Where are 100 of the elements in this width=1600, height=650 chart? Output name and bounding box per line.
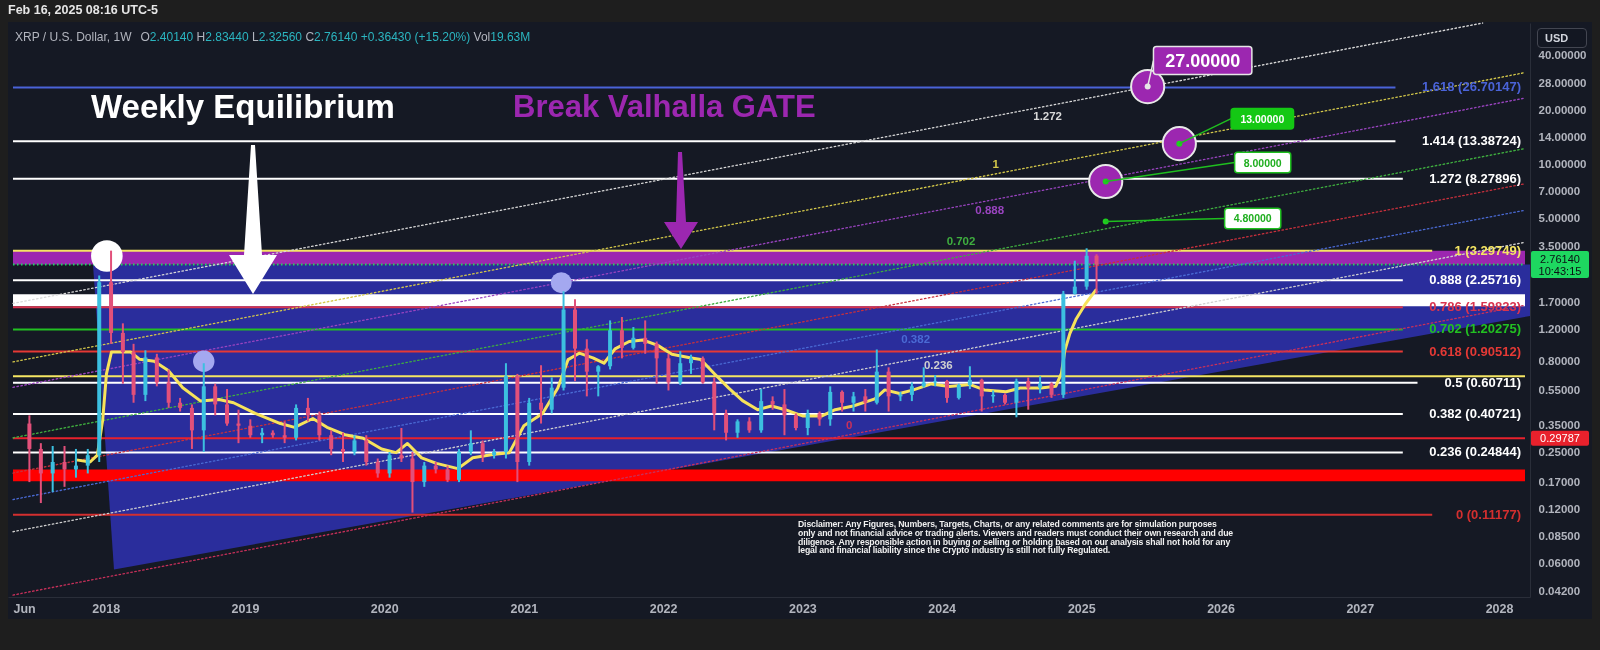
candlestick — [840, 389, 845, 413]
candlestick — [688, 353, 693, 375]
point — [1088, 163, 1124, 200]
point — [1161, 126, 1197, 162]
y-axis-title: USD — [1537, 28, 1587, 48]
y-tick-label: 1.70000 — [1538, 295, 1581, 308]
candlestick — [643, 319, 648, 355]
candlestick — [863, 388, 868, 413]
candlestick — [50, 445, 55, 493]
series-label: 0.888 — [975, 204, 1005, 217]
candlestick — [1026, 376, 1031, 411]
candlestick — [62, 445, 67, 488]
x-tick-label: 2019 — [231, 601, 260, 616]
y-tick-label: 7.00000 — [1538, 185, 1581, 198]
y-tick-label: 0.25000 — [1538, 445, 1581, 458]
y-tick-label: 0.06000 — [1538, 556, 1581, 569]
candlestick — [596, 364, 601, 398]
annotation: Break Valhalla GATE — [513, 89, 816, 125]
candlestick — [85, 447, 90, 475]
y-tick-label: 0.08500 — [1538, 529, 1581, 542]
series-label: 0.702 — [946, 235, 976, 248]
ref-line-label: 2.76140 10:43:15 — [1538, 252, 1582, 277]
series-label: 0.236 — [923, 358, 953, 371]
candlestick — [410, 451, 415, 514]
candlestick — [805, 408, 810, 437]
candlestick — [422, 460, 427, 488]
candlestick — [375, 457, 380, 479]
candlestick — [851, 390, 856, 413]
text: O2.40140 H2.83440 L2.32560 C2.76140 +0.36430 (+15.20%) Vol19.63M — [140, 30, 531, 44]
candlestick — [364, 434, 369, 467]
candlestick — [1072, 259, 1077, 296]
candlestick — [1014, 377, 1019, 419]
y-tick-label: 5.00000 — [1538, 211, 1581, 224]
y-tick-label: 14.00000 — [1538, 131, 1587, 144]
ref-line-label: 0.5 (0.60711) — [1444, 374, 1521, 390]
candlestick — [341, 431, 346, 463]
ref-line-label: 1.414 (13.38724) — [1421, 133, 1521, 149]
candlestick — [944, 378, 949, 404]
candlestick — [399, 427, 404, 463]
candlestick — [654, 340, 659, 385]
x-tick-label: 2027 — [1346, 601, 1375, 616]
candlestick — [782, 388, 787, 437]
ref-line-label: 0.29787 — [1540, 432, 1580, 445]
candlestick — [213, 382, 218, 417]
candlestick — [468, 429, 473, 457]
candlestick — [584, 338, 589, 398]
candlestick — [735, 418, 740, 439]
candlestick — [539, 364, 544, 425]
series-label: 0.382 — [901, 332, 931, 345]
annotation: Weekly Equilibrium — [91, 88, 395, 126]
candlestick — [166, 368, 171, 409]
x-tick-label: 2023 — [788, 601, 817, 616]
candlestick — [678, 350, 683, 386]
ref-line-label: 0.236 (0.24844) — [1429, 444, 1521, 460]
candlestick — [120, 322, 125, 385]
text: Feb 16, 2025 08:16 UTC-5 — [8, 3, 159, 18]
candlestick — [317, 410, 322, 442]
candlestick — [225, 388, 230, 427]
x-tick-label: 2022 — [649, 601, 678, 616]
x-tick-label: 2018 — [92, 601, 121, 616]
candlestick — [631, 326, 636, 351]
y-tick-label: 1.20000 — [1538, 323, 1581, 336]
annotation: 8.00000 — [1243, 156, 1282, 169]
annotation: Disclaimer: Any Figures, Numbers, Targets, Charts, or any related comments are for simulation purposes only and not financial advice or trading alerts. Viewers and readers must conduct their own research and due diligence. Any responsible action in buying or selling or holding based on our analysis shall not hold for any legal and financial liability since the Crypto industry is still not fully Regulated. — [798, 519, 1235, 556]
candlestick — [329, 429, 334, 457]
ref-line-label: 1.272 (8.27896) — [1429, 170, 1521, 186]
x-tick-label: 2026 — [1207, 601, 1235, 616]
y-tick-label: 10.00000 — [1538, 157, 1587, 170]
candlestick — [619, 316, 624, 360]
candlestick — [909, 381, 914, 403]
ref-line-label: 0.382 (0.40721) — [1429, 405, 1521, 421]
candlestick — [921, 366, 926, 389]
annotation: 4.80000 — [1233, 212, 1272, 225]
annotation: 27.00000 — [1165, 50, 1241, 71]
series-label: 1.272 — [1033, 109, 1063, 122]
ref-line-label: 0.888 (2.25716) — [1429, 272, 1521, 288]
y-tick-label: 3.50000 — [1538, 239, 1581, 252]
annotation: 13.00000 — [1240, 112, 1285, 125]
y-tick-label: 0.17000 — [1538, 475, 1581, 488]
candlestick — [480, 439, 485, 463]
ref-line-label: 0 (0.11177) — [1455, 506, 1521, 522]
y-tick-label: 0.80000 — [1538, 354, 1581, 367]
series-label: 0 — [845, 418, 853, 431]
x-tick-label: 2021 — [510, 601, 539, 616]
candlestick — [352, 434, 357, 457]
candlestick — [189, 403, 194, 450]
text: XRP / U.S. Dollar, 1W — [15, 30, 132, 44]
candlestick — [387, 451, 392, 479]
series-label: 1 — [992, 157, 1000, 170]
y-tick-label: 0.35000 — [1538, 419, 1581, 432]
candlestick — [1094, 253, 1099, 295]
x-tick-label: 2025 — [1067, 601, 1096, 616]
y-tick-label: 40.00000 — [1538, 49, 1587, 62]
candlestick — [248, 418, 253, 439]
y-tick-label: 28.00000 — [1538, 77, 1587, 90]
y-tick-label: 0.04200 — [1538, 584, 1581, 597]
x-tick-label: 2024 — [928, 601, 957, 616]
candlestick — [305, 396, 310, 423]
x-tick-label: 2020 — [370, 601, 399, 616]
candlestick — [549, 376, 554, 415]
